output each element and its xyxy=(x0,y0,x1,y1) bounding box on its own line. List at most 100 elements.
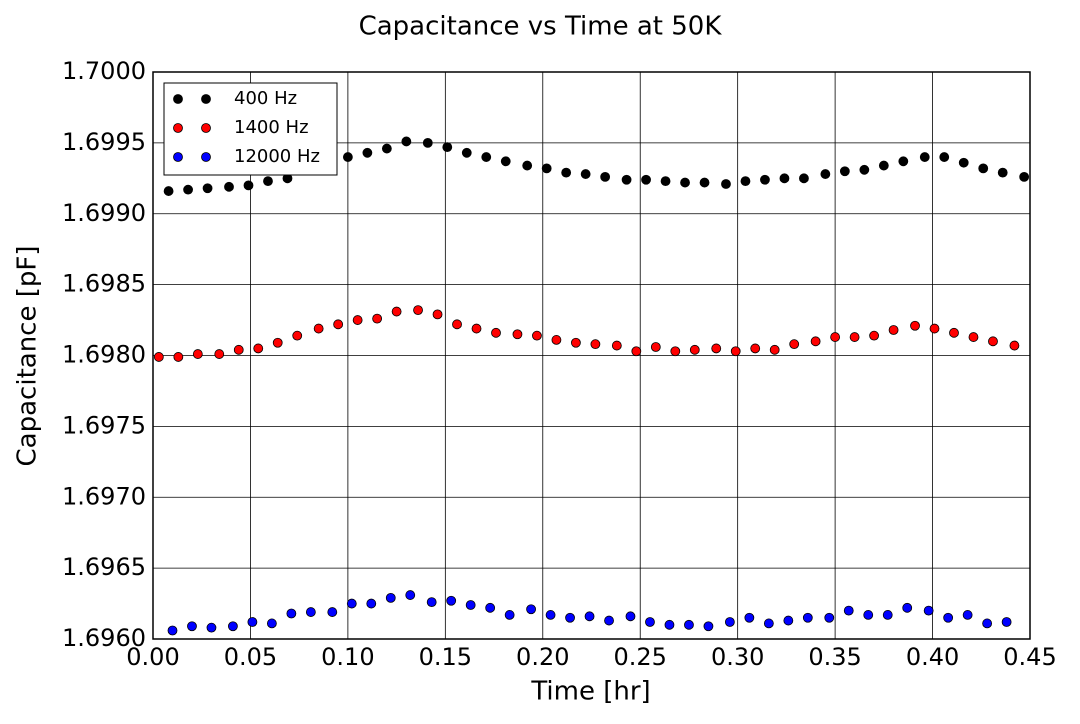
data-point xyxy=(362,147,373,158)
data-point xyxy=(863,610,874,620)
data-point xyxy=(888,325,899,335)
data-point xyxy=(551,335,562,345)
data-point xyxy=(372,313,383,324)
data-point xyxy=(422,137,433,148)
data-point xyxy=(650,342,661,352)
data-point xyxy=(929,323,940,334)
x-tick-label: 0.40 xyxy=(906,643,959,671)
legend-marker xyxy=(201,123,211,133)
data-point xyxy=(810,336,821,347)
data-point xyxy=(711,343,722,354)
data-point xyxy=(286,608,297,619)
y-tick-label: 1.6960 xyxy=(62,624,146,652)
data-point xyxy=(859,164,870,175)
x-tick-label: 0.15 xyxy=(419,643,472,671)
data-point xyxy=(689,344,700,355)
data-point xyxy=(183,184,193,195)
data-point xyxy=(611,340,622,351)
y-tick-label: 1.6985 xyxy=(62,270,146,298)
y-tick-label: 1.6975 xyxy=(62,411,146,439)
data-point xyxy=(660,176,671,187)
data-point xyxy=(541,163,552,174)
data-point xyxy=(958,157,969,168)
data-point xyxy=(962,610,973,620)
x-tick-label: 0.00 xyxy=(126,643,179,671)
legend-marker xyxy=(201,94,211,104)
data-point xyxy=(405,590,416,600)
data-point xyxy=(187,621,197,632)
data-point xyxy=(163,186,174,196)
data-point xyxy=(802,612,813,623)
data-point xyxy=(988,336,998,347)
data-point xyxy=(763,618,774,629)
x-tick-label: 0.45 xyxy=(1003,643,1056,671)
data-point xyxy=(327,607,338,617)
data-point xyxy=(839,166,850,177)
data-point xyxy=(167,625,178,636)
x-tick-label: 0.20 xyxy=(516,643,569,671)
legend-marker xyxy=(173,94,183,104)
data-point xyxy=(923,605,934,616)
y-tick-label: 1.6995 xyxy=(62,128,146,156)
data-point xyxy=(292,330,303,341)
data-point xyxy=(206,622,217,633)
data-point xyxy=(631,346,642,357)
data-point xyxy=(641,174,651,185)
data-point xyxy=(565,612,575,623)
data-point xyxy=(272,337,283,348)
data-point xyxy=(253,343,264,354)
y-axis-label: Capacitance [pF] xyxy=(13,246,43,467)
data-point xyxy=(820,169,831,179)
data-point xyxy=(313,323,324,334)
data-point xyxy=(699,177,710,188)
data-point xyxy=(799,173,809,184)
legend-marker xyxy=(173,152,183,162)
data-point xyxy=(703,621,714,632)
data-point xyxy=(939,152,950,162)
data-point xyxy=(730,346,741,357)
legend-label: 12000 Hz xyxy=(234,146,320,167)
data-point xyxy=(721,179,731,189)
data-point xyxy=(982,618,993,629)
data-point xyxy=(604,615,614,626)
data-point xyxy=(824,612,835,623)
legend-label: 400 Hz xyxy=(234,88,297,109)
data-point xyxy=(878,160,889,171)
x-tick-label: 0.30 xyxy=(711,643,764,671)
data-point xyxy=(247,617,258,627)
data-point xyxy=(783,615,794,626)
data-point xyxy=(512,329,523,340)
data-point xyxy=(346,598,357,609)
x-tick-label: 0.05 xyxy=(224,643,277,671)
data-point xyxy=(919,152,930,162)
data-point xyxy=(968,332,979,342)
data-point xyxy=(446,595,457,606)
data-point xyxy=(750,343,761,354)
data-point xyxy=(978,163,989,174)
x-tick-label: 0.35 xyxy=(808,643,861,671)
data-point xyxy=(224,181,234,192)
data-point xyxy=(769,344,780,355)
plot-frame xyxy=(152,71,1031,640)
data-point xyxy=(561,167,572,178)
y-tick-label: 1.6980 xyxy=(62,341,146,369)
data-point xyxy=(173,352,184,362)
data-point xyxy=(830,332,841,342)
data-point xyxy=(664,619,675,630)
data-point xyxy=(500,156,511,167)
data-point xyxy=(485,602,496,613)
data-point xyxy=(526,604,536,615)
data-point xyxy=(584,611,595,622)
data-point xyxy=(381,143,392,154)
data-point xyxy=(625,611,636,622)
data-point xyxy=(426,597,437,608)
data-point xyxy=(724,617,735,627)
data-point xyxy=(902,602,913,613)
data-point xyxy=(243,180,254,191)
data-point xyxy=(590,339,601,350)
data-point xyxy=(645,617,655,627)
data-point xyxy=(898,156,909,167)
data-point xyxy=(153,352,164,362)
data-point xyxy=(680,177,690,188)
